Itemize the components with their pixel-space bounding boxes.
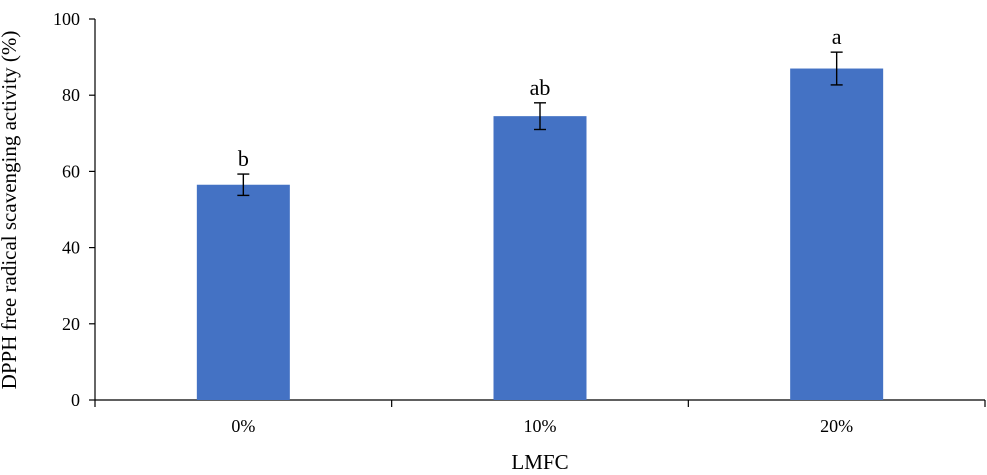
y-tick-label: 0 [71,390,80,410]
bars [196,68,884,400]
significance-label: b [238,146,249,171]
x-ticks [94,400,986,407]
y-tick-label: 60 [62,161,80,181]
x-axis-title: LMFC [511,450,568,474]
error-bars [237,51,843,197]
significance-labels: b ab a [238,24,842,171]
y-tick-label: 80 [62,85,80,105]
y-tick-label: 100 [53,9,80,29]
significance-label: ab [530,75,551,100]
x-tick-label: 20% [820,416,853,436]
bar [493,116,587,400]
significance-label: a [832,24,842,49]
bar [196,184,290,400]
y-tick-label: 40 [62,238,80,258]
x-tick-label: 0% [231,416,255,436]
y-ticks: 0 20 40 60 80 100 [53,9,95,410]
y-tick-label: 20 [62,314,80,334]
category-labels: 0% 10% 20% [231,416,853,436]
y-axis-title: DPPH free radical scavenging activity (%… [0,31,21,390]
x-tick-label: 10% [524,416,557,436]
bar [790,68,884,400]
